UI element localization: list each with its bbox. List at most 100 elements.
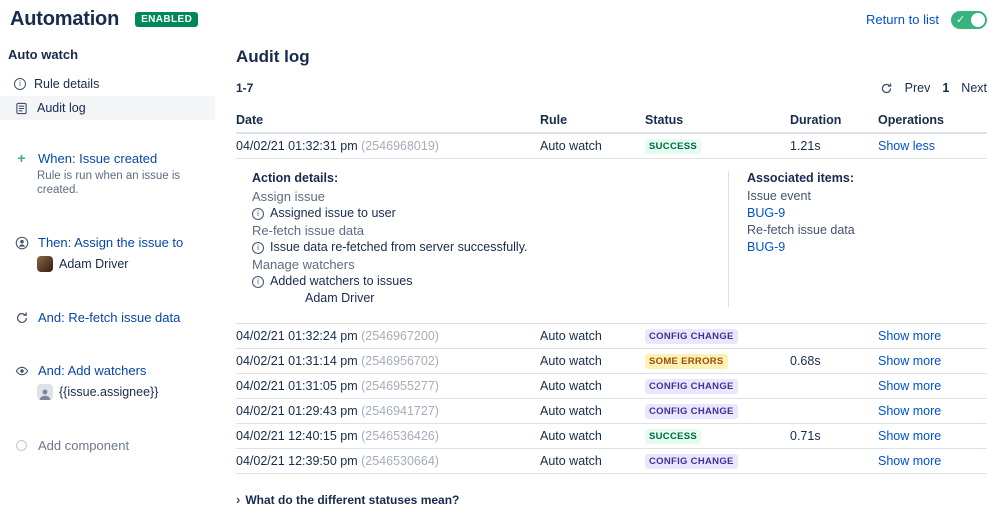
log-id: (2546967200) — [361, 329, 439, 343]
cell-date: 04/02/21 01:31:05 pm (2546955277) — [236, 379, 439, 393]
cell-date: 04/02/21 12:39:50 pm (2546530664) — [236, 454, 439, 468]
status-badge: CONFIG CHANGE — [645, 404, 738, 419]
status-badge: SUCCESS — [645, 429, 702, 444]
main-content: Audit log 1-7 Prev 1 Next Date Rule Stat… — [215, 35, 999, 507]
user-icon — [14, 236, 29, 250]
log-id: (2546941727) — [361, 404, 439, 418]
table-header-row: Date Rule Status Duration Operations — [236, 107, 987, 134]
prev-page-button[interactable]: Prev — [904, 81, 931, 95]
step-add-watchers[interactable]: And: Add watchers {{issue.assignee}} — [14, 363, 207, 400]
chevron-right-icon: › — [236, 492, 241, 507]
show-more-link[interactable]: Show more — [878, 454, 942, 468]
associated-item: Issue event — [747, 189, 811, 203]
cell-duration: 0.68s — [790, 354, 821, 368]
eye-icon — [14, 364, 29, 378]
cell-date: 04/02/21 01:31:14 pm (2546956702) — [236, 354, 439, 368]
log-id: (2546968019) — [361, 139, 439, 153]
step-assign-issue[interactable]: Then: Assign the issue to Adam Driver — [14, 235, 207, 272]
statuses-help-label: What do the different statuses mean? — [245, 492, 460, 507]
cell-rule: Auto watch — [540, 139, 602, 153]
plus-icon: + — [17, 150, 26, 166]
step-refetch-data[interactable]: And: Re-fetch issue data — [14, 310, 207, 325]
current-page[interactable]: 1 — [942, 81, 950, 95]
step-label: When: Issue created — [38, 150, 158, 166]
col-header-status: Status — [645, 112, 684, 127]
action-message: Issue data re-fetched from server succes… — [270, 240, 528, 254]
show-more-link[interactable]: Show more — [878, 329, 942, 343]
next-page-button[interactable]: Next — [961, 81, 987, 95]
cell-duration — [790, 458, 878, 464]
step-label: And: Re-fetch issue data — [38, 310, 181, 325]
info-icon: i — [252, 275, 264, 288]
watcher-added-name: Adam Driver — [305, 291, 375, 305]
table-row: 04/02/21 01:32:24 pm (2546967200) Auto w… — [236, 324, 987, 349]
cell-duration — [790, 408, 878, 414]
log-id: (2546955277) — [361, 379, 439, 393]
avatar-placeholder — [37, 384, 53, 400]
assignee-name: Adam Driver — [59, 257, 129, 271]
page-title: Automation — [10, 8, 120, 30]
audit-log-title: Audit log — [236, 47, 310, 66]
table-row: 04/02/21 01:32:31 pm (2546968019) Auto w… — [236, 134, 987, 159]
cell-date: 04/02/21 01:29:43 pm (2546941727) — [236, 404, 439, 418]
rule-enabled-toggle[interactable]: ✓ — [951, 10, 987, 29]
cell-rule: Auto watch — [540, 354, 602, 368]
log-id: (2546956702) — [361, 354, 439, 368]
step-label: Then: Assign the issue to — [38, 235, 184, 250]
refresh-icon — [14, 311, 29, 325]
cell-duration — [790, 383, 878, 389]
status-badge: SUCCESS — [645, 139, 702, 154]
log-id: (2546536426) — [361, 429, 439, 443]
cell-date: 04/02/21 12:40:15 pm (2546536426) — [236, 429, 439, 443]
col-header-date: Date — [236, 112, 264, 127]
show-more-link[interactable]: Show more — [878, 429, 942, 443]
log-id: (2546530664) — [361, 454, 439, 468]
empty-circle-icon — [14, 440, 29, 451]
col-header-duration: Duration — [790, 112, 842, 127]
toggle-check-icon: ✓ — [956, 13, 966, 26]
watcher-value: {{issue.assignee}} — [59, 385, 159, 399]
info-icon: i — [252, 241, 264, 254]
show-more-link[interactable]: Show more — [878, 379, 942, 393]
action-details-title: Action details: — [252, 171, 339, 185]
refresh-icon[interactable] — [880, 82, 893, 95]
associated-item: Re-fetch issue data — [747, 223, 855, 237]
top-bar: Automation ENABLED Return to list ✓ — [0, 0, 999, 35]
return-to-list-link[interactable]: Return to list — [866, 12, 939, 27]
cell-date: 04/02/21 01:32:24 pm (2546967200) — [236, 329, 439, 343]
show-more-link[interactable]: Show more — [878, 404, 942, 418]
cell-date: 04/02/21 01:32:31 pm (2546968019) — [236, 139, 439, 153]
show-less-link[interactable]: Show less — [878, 139, 935, 153]
step-label: And: Add watchers — [38, 363, 147, 378]
cell-duration — [790, 333, 878, 339]
sidebar: Auto watch i Rule details Audit log + Wh… — [0, 35, 215, 491]
sidebar-item-audit-log[interactable]: Audit log — [0, 96, 215, 120]
cell-rule: Auto watch — [540, 404, 602, 418]
rule-name: Auto watch — [8, 47, 79, 62]
issue-link[interactable]: BUG-9 — [747, 206, 786, 220]
info-icon: i — [14, 78, 26, 90]
cell-duration: 1.21s — [790, 139, 821, 153]
log-details-panel: Action details: Assign issue i Assigned i… — [236, 159, 987, 324]
table-row: 04/02/21 12:39:50 pm (2546530664) Auto w… — [236, 449, 987, 474]
statuses-help-expander[interactable]: › What do the different statuses mean? — [236, 492, 987, 507]
step-trigger[interactable]: + When: Issue created Rule is run when a… — [14, 150, 207, 197]
sidebar-item-rule-details[interactable]: i Rule details — [0, 72, 215, 96]
result-count: 1-7 — [236, 81, 254, 95]
audit-log-toolbar: 1-7 Prev 1 Next — [236, 81, 987, 95]
table-row: 04/02/21 01:31:14 pm (2546956702) Auto w… — [236, 349, 987, 374]
show-more-link[interactable]: Show more — [878, 354, 942, 368]
nav-label: Rule details — [34, 77, 100, 91]
cell-duration: 0.71s — [790, 429, 821, 443]
status-badge: CONFIG CHANGE — [645, 379, 738, 394]
avatar — [37, 256, 53, 272]
nav-label: Audit log — [37, 101, 86, 115]
issue-link[interactable]: BUG-9 — [747, 240, 786, 254]
info-icon: i — [252, 207, 264, 220]
associated-items-title: Associated items: — [747, 171, 854, 185]
cell-rule: Auto watch — [540, 454, 602, 468]
step-description: Rule is run when an issue is created. — [37, 170, 181, 196]
step-add-component[interactable]: Add component — [14, 438, 207, 453]
enabled-badge: ENABLED — [135, 12, 199, 27]
status-badge: CONFIG CHANGE — [645, 329, 738, 344]
